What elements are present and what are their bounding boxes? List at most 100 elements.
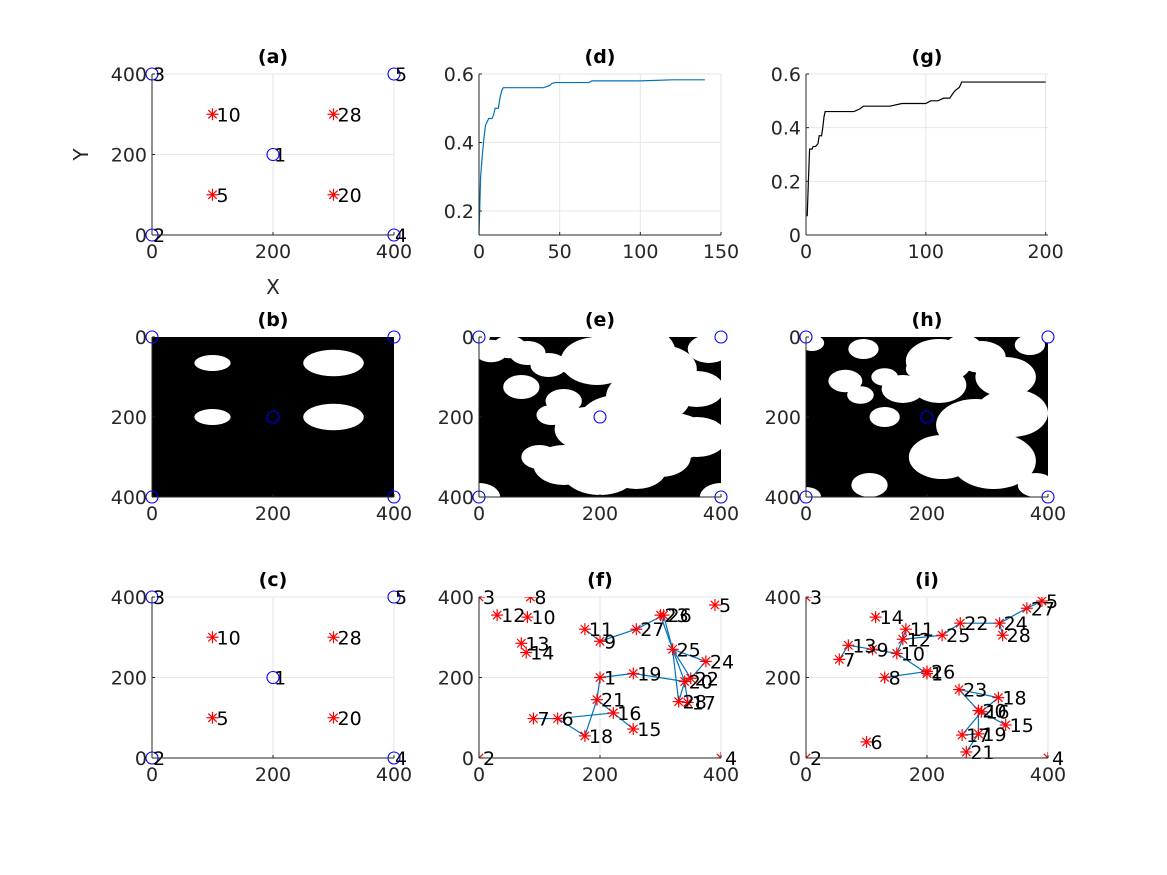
- point-label: 2: [483, 748, 495, 770]
- point-label: 16: [617, 703, 641, 725]
- plot-content: [806, 597, 1048, 758]
- panel-title: (b): [258, 309, 289, 331]
- circle-marker: [593, 410, 607, 424]
- white-region: [530, 353, 567, 377]
- point-label: 5: [217, 185, 229, 207]
- star-marker: [869, 611, 882, 624]
- y-tick-label: 0: [789, 327, 801, 349]
- star-stroke: [207, 713, 218, 723]
- x-tick-label: 50: [548, 241, 572, 263]
- point-label: 9: [877, 639, 889, 661]
- white-region: [806, 487, 822, 497]
- point-label: 24: [1004, 613, 1028, 635]
- star-stroke: [686, 673, 696, 683]
- star-stroke: [843, 640, 853, 650]
- point-label: 15: [637, 719, 661, 741]
- star-marker: [953, 683, 966, 696]
- star-stroke: [328, 109, 339, 119]
- x-tick-label: 0: [473, 503, 485, 525]
- axes-background: [479, 74, 721, 235]
- star-stroke: [1043, 753, 1048, 758]
- star-marker: [527, 712, 540, 725]
- point-label: 1: [931, 663, 943, 685]
- white-region: [669, 371, 721, 407]
- star-stroke: [1037, 597, 1047, 606]
- circle-marker: [714, 330, 728, 344]
- point-label: 8: [534, 587, 546, 609]
- star-stroke: [892, 648, 902, 658]
- point-label: 10: [901, 643, 925, 665]
- star-stroke: [994, 618, 1005, 628]
- star-marker: [684, 672, 697, 685]
- star-stroke: [667, 644, 678, 654]
- star-marker: [708, 599, 721, 612]
- y-tick-label: 0: [135, 327, 147, 349]
- point-label: 2: [153, 748, 165, 770]
- point-label: 1: [604, 668, 616, 690]
- star-stroke: [1022, 603, 1032, 613]
- point-label: 4: [395, 225, 407, 247]
- star-marker: [479, 752, 485, 758]
- point-label: 22: [964, 613, 988, 635]
- circle-marker: [266, 410, 280, 424]
- star-stroke: [595, 672, 605, 683]
- y-tick-label: 200: [765, 668, 801, 690]
- point-label: 6: [562, 709, 574, 731]
- y-tick-label: 0.2: [444, 201, 474, 223]
- edge-line: [672, 649, 680, 702]
- point-label: 28: [338, 627, 362, 649]
- y-tick-label: 0.6: [771, 64, 801, 86]
- y-tick-label: 400: [111, 64, 147, 86]
- point-label: 2: [810, 748, 822, 770]
- panel-title: (f): [587, 569, 613, 591]
- star-marker: [956, 729, 969, 742]
- star-marker: [960, 745, 973, 758]
- plot-content: [206, 631, 340, 724]
- point-label: 22: [695, 668, 719, 690]
- star-stroke: [628, 668, 638, 679]
- point-label: 10: [217, 104, 241, 126]
- x-tick-label: 400: [376, 503, 412, 525]
- x-tick-label: 0: [473, 764, 485, 786]
- x-tick-label: 0: [800, 503, 812, 525]
- edge-line: [902, 634, 943, 640]
- star-marker: [1042, 752, 1048, 758]
- point-label: 4: [1052, 748, 1064, 770]
- plot-content: [479, 597, 721, 758]
- x-tick-label: 200: [909, 764, 945, 786]
- star-marker: [972, 704, 985, 717]
- y-tick-label: 200: [438, 407, 474, 429]
- panel-d: 0 50 100 150 0.2 0.4 0.6 (d): [444, 46, 739, 263]
- point-label: 14: [530, 643, 554, 665]
- edge-line: [599, 628, 637, 642]
- y-tick-label: 0: [789, 748, 801, 770]
- edge-line: [557, 712, 614, 720]
- star-marker: [972, 727, 985, 740]
- point-label: 26: [668, 605, 692, 627]
- point-label: 28: [683, 692, 707, 714]
- star-marker: [999, 718, 1012, 731]
- star-stroke: [529, 597, 536, 602]
- x-tick-label: 400: [1030, 503, 1066, 525]
- star-stroke: [973, 729, 984, 739]
- star-stroke: [806, 597, 811, 602]
- point-label: 1: [274, 668, 286, 690]
- edge-line: [884, 670, 928, 679]
- star-stroke: [898, 634, 908, 644]
- star-marker: [327, 711, 340, 724]
- white-region: [194, 409, 231, 425]
- star-stroke: [658, 610, 669, 620]
- point-label: 23: [963, 680, 987, 702]
- star-marker: [479, 597, 485, 603]
- circle-marker: [1041, 330, 1055, 344]
- point-label: 5: [395, 64, 407, 86]
- star-marker: [627, 723, 640, 736]
- star-stroke: [328, 713, 339, 723]
- y-tick-label: 200: [111, 407, 147, 429]
- y-tick-label: 0.2: [771, 171, 801, 193]
- star-marker: [878, 671, 891, 684]
- star-stroke: [525, 597, 532, 602]
